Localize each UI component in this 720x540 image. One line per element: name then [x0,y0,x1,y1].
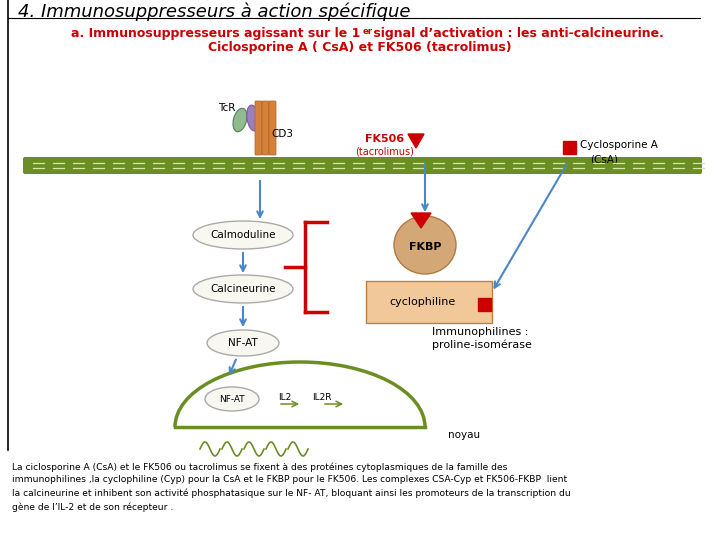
Ellipse shape [193,221,293,249]
FancyBboxPatch shape [563,141,576,154]
Polygon shape [411,213,431,228]
FancyBboxPatch shape [262,101,269,155]
Text: FK506: FK506 [366,134,405,144]
Ellipse shape [205,387,259,411]
FancyBboxPatch shape [366,281,492,323]
FancyBboxPatch shape [478,298,491,311]
Text: 4. Immunosuppresseurs à action spécifique: 4. Immunosuppresseurs à action spécifiqu… [18,3,410,21]
Text: IL2R: IL2R [312,393,331,402]
Text: NF-AT: NF-AT [219,395,245,403]
Text: gène de l’IL-2 et de son récepteur .: gène de l’IL-2 et de son récepteur . [12,503,174,512]
Text: Immunophilines :: Immunophilines : [432,327,528,337]
Text: CD3: CD3 [271,129,293,139]
Text: (tacrolimus): (tacrolimus) [356,146,415,156]
FancyBboxPatch shape [255,101,262,155]
Text: la calcineurine et inhibent son activité phosphatasique sur le NF- AT, bloquant : la calcineurine et inhibent son activité… [12,489,571,498]
Text: (CsA): (CsA) [590,154,618,164]
Text: Calmoduline: Calmoduline [210,230,276,240]
Text: IL2: IL2 [278,393,292,402]
Text: proline-isomérase: proline-isomérase [432,340,532,350]
Text: La ciclosporine A (CsA) et le FK506 ou tacrolimus se fixent à des protéines cyto: La ciclosporine A (CsA) et le FK506 ou t… [12,462,508,471]
Ellipse shape [193,275,293,303]
Text: immunophilines ,la cyclophiline (Cyp) pour la CsA et le FKBP pour le FK506. Les : immunophilines ,la cyclophiline (Cyp) po… [12,476,567,484]
Text: cyclophiline: cyclophiline [390,297,456,307]
Polygon shape [408,134,424,148]
Text: NF-AT: NF-AT [228,338,258,348]
Ellipse shape [233,109,247,132]
Text: Ciclosporine A ( CsA) et FK506 (tacrolimus): Ciclosporine A ( CsA) et FK506 (tacrolim… [208,40,512,53]
FancyBboxPatch shape [23,157,702,174]
Text: TcR: TcR [218,103,235,113]
Text: Calcineurine: Calcineurine [210,284,276,294]
Ellipse shape [258,111,271,133]
Text: signal d’activation : les anti-calcineurine.: signal d’activation : les anti-calcineur… [369,28,664,40]
Text: noyau: noyau [448,430,480,440]
Ellipse shape [207,330,279,356]
Text: er: er [363,26,373,36]
Text: Cyclosporine A: Cyclosporine A [580,140,658,150]
Ellipse shape [247,105,259,131]
Text: FKBP: FKBP [409,242,441,252]
Ellipse shape [394,216,456,274]
FancyBboxPatch shape [269,101,276,155]
Text: a. Immunosuppresseurs agissant sur le 1: a. Immunosuppresseurs agissant sur le 1 [71,28,360,40]
